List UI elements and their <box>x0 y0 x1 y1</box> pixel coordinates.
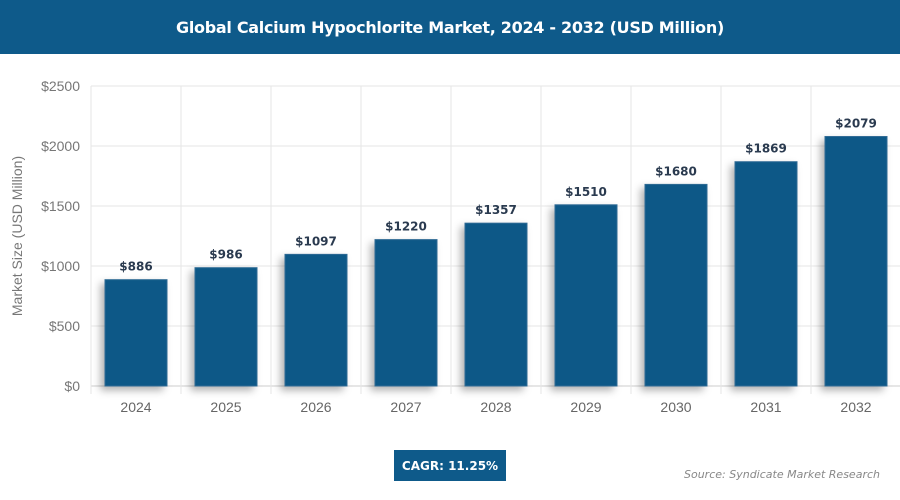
x-tick-label: 2025 <box>210 399 241 415</box>
data-label: $1097 <box>295 234 337 248</box>
y-tick-label: $0 <box>64 378 80 394</box>
x-tick-label: 2029 <box>570 399 601 415</box>
data-label: $1220 <box>385 220 427 234</box>
x-tick-label: 2026 <box>300 399 331 415</box>
data-label: $1510 <box>565 185 607 199</box>
y-tick-label: $500 <box>49 318 80 334</box>
bar-2027[interactable] <box>374 239 438 387</box>
data-label: $986 <box>209 248 242 262</box>
x-tick-label: 2027 <box>390 399 421 415</box>
y-tick-label: $2000 <box>41 138 80 154</box>
y-tick-label: $1000 <box>41 258 80 274</box>
x-tick-label: 2030 <box>660 399 691 415</box>
y-tick-label: $2500 <box>41 78 80 94</box>
data-label: $886 <box>119 260 152 274</box>
bar-2032[interactable] <box>824 136 888 387</box>
source-note: Source: Syndicate Market Research <box>684 468 880 481</box>
chart-title: Global Calcium Hypochlorite Market, 2024… <box>0 0 900 54</box>
y-axis-label: Market Size (USD Million) <box>9 156 25 316</box>
data-label: $1680 <box>655 164 697 178</box>
data-label: $1869 <box>745 142 787 156</box>
x-tick-label: 2028 <box>480 399 511 415</box>
bar-2030[interactable] <box>644 183 708 387</box>
data-label: $1357 <box>475 203 517 217</box>
bar-2029[interactable] <box>554 204 618 387</box>
bar-2026[interactable] <box>284 253 348 387</box>
bar-2028[interactable] <box>464 222 528 387</box>
y-tick-label: $1500 <box>41 198 80 214</box>
x-tick-label: 2032 <box>840 399 871 415</box>
bar-2025[interactable] <box>194 267 258 387</box>
data-label: $2079 <box>835 117 877 131</box>
x-tick-label: 2024 <box>120 399 151 415</box>
cagr-badge: CAGR: 11.25% <box>394 450 506 481</box>
bar-2031[interactable] <box>734 161 798 387</box>
x-tick-label: 2031 <box>750 399 781 415</box>
bar-chart: $0 $500 $1000 $1500 $2000 $2500 $886 2024 $986 20… <box>9 78 900 415</box>
bar-2024[interactable] <box>104 279 168 387</box>
